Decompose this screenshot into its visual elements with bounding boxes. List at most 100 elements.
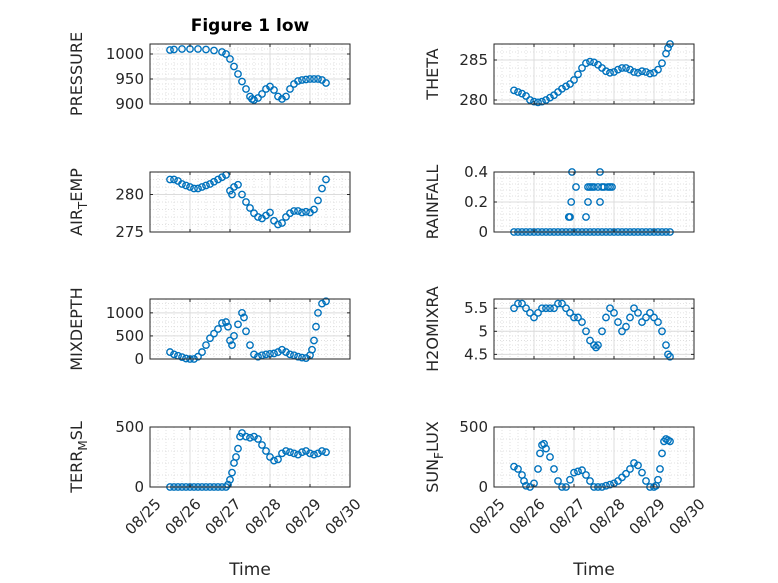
data-point: [622, 64, 630, 72]
y-tick-label: 0: [478, 478, 488, 496]
subplot-5: 0 500 1000 MIXDEPTH: [67, 287, 351, 371]
data-point: [310, 450, 318, 459]
data-point: [282, 348, 290, 356]
data-point: [538, 304, 546, 313]
data-point: [194, 184, 202, 193]
data-point: [550, 465, 558, 473]
data-point: [618, 327, 626, 336]
data-point: [322, 79, 330, 87]
data-point: [542, 444, 550, 453]
data-point: [310, 75, 318, 83]
data-point: [298, 208, 306, 217]
y-tick-label: 500: [115, 327, 144, 345]
y-axis-label: THETA: [423, 48, 442, 100]
subplot-3: 275 280 AIRTEMP: [67, 168, 351, 241]
data-point: [238, 190, 246, 199]
subplot-4: 0 0.2 0.4 RAINFALL: [423, 163, 695, 241]
y-tick-label: 275: [115, 223, 144, 241]
data-point: [242, 327, 250, 336]
axes-box: [149, 426, 351, 488]
y-tick-label: 4.5: [464, 345, 488, 363]
x-axis-label-left: Time: [228, 560, 271, 580]
data-point: [642, 68, 650, 76]
data-point: [654, 475, 662, 484]
data-point: [226, 475, 234, 484]
data-point: [510, 462, 518, 471]
data-point: [514, 88, 522, 96]
data-point: [218, 173, 226, 182]
data-point: [646, 308, 654, 317]
data-point: [258, 441, 266, 449]
data-point: [526, 308, 534, 317]
data-point: [558, 84, 566, 93]
data-point: [234, 70, 242, 78]
axes-box: [149, 43, 351, 105]
data-point: [534, 308, 542, 317]
data-point: [224, 480, 232, 489]
data-point: [298, 76, 306, 84]
subplot-1: 900 950 1000 PRESSURE: [67, 32, 351, 116]
data-point: [186, 183, 194, 191]
y-tick-label: 280: [115, 186, 144, 204]
data-point: [306, 75, 314, 83]
data-point: [646, 69, 654, 78]
data-point: [638, 67, 646, 76]
data-point: [246, 341, 254, 350]
data-point: [318, 184, 326, 193]
axes-background: [494, 44, 694, 104]
data-point: [218, 48, 226, 56]
data-point: [622, 322, 630, 331]
data-point: [254, 94, 262, 102]
y-axis-label: RAINFALL: [423, 165, 442, 240]
data-point: [572, 183, 580, 191]
y-tick-label: 0.4: [464, 163, 488, 181]
data-point: [606, 304, 614, 313]
y-tick-label: 0: [134, 350, 144, 368]
data-point: [538, 97, 546, 106]
data-point: [602, 313, 610, 322]
data-point: [308, 345, 316, 354]
data-point: [274, 220, 282, 229]
data-point: [514, 465, 522, 473]
data-point: [286, 448, 294, 457]
data-point: [290, 207, 298, 215]
data-point: [530, 97, 538, 106]
data-point: [534, 465, 542, 473]
data-point: [310, 205, 318, 214]
y-tick-label: 1000: [106, 304, 144, 322]
data-point: [570, 313, 578, 322]
data-point: [582, 213, 590, 221]
data-point: [302, 75, 310, 84]
data-point: [530, 313, 538, 322]
data-point: [642, 477, 650, 485]
data-point: [238, 308, 246, 317]
data-point: [626, 65, 634, 74]
data-point: [582, 471, 590, 479]
data-point: [226, 336, 234, 345]
data-point: [278, 449, 286, 458]
data-point: [270, 349, 278, 358]
data-point: [526, 96, 534, 104]
data-point: [518, 89, 526, 98]
data-point: [322, 297, 330, 306]
y-axis-label: H2OMIXRA: [423, 286, 442, 372]
data-point: [246, 204, 254, 212]
data-point: [278, 345, 286, 354]
data-point: [228, 468, 236, 477]
y-axis-label: MIXDEPTH: [67, 287, 86, 370]
data-point: [170, 175, 178, 184]
y-axis-label: TERRMSL: [67, 421, 90, 494]
data-point: [518, 299, 526, 308]
data-point: [566, 213, 574, 221]
data-point: [282, 447, 290, 455]
data-point: [274, 348, 282, 356]
data-point: [224, 322, 232, 331]
data-point: [542, 96, 550, 104]
data-point: [654, 65, 662, 74]
axes-box: [493, 426, 695, 488]
data-point: [242, 198, 250, 206]
data-point: [634, 68, 642, 77]
data-point: [622, 469, 630, 478]
data-point: [650, 313, 658, 322]
data-point: [222, 318, 230, 326]
